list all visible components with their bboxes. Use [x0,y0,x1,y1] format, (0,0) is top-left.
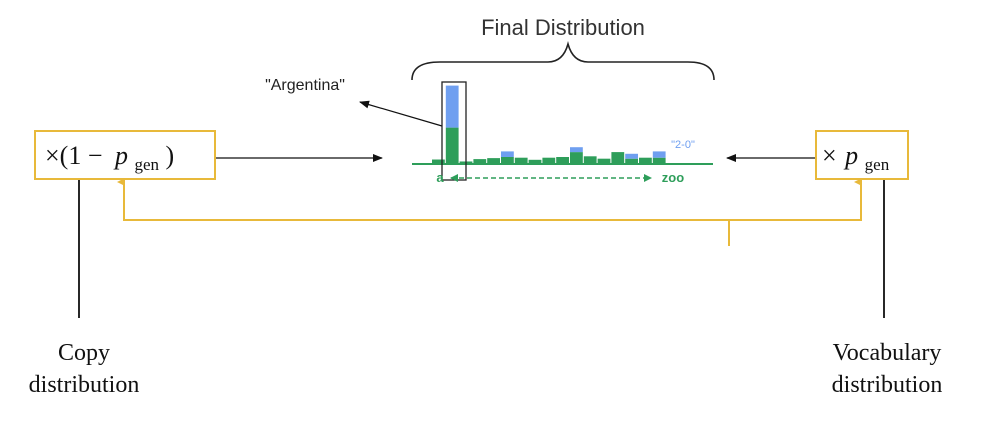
copy-prob-bar [625,158,638,164]
copy-weight-formula: ×(1 − p gen ) [45,141,174,176]
copy-weight-close: ) [166,141,175,170]
pgen-feedback-path [123,182,862,221]
copy-prob-bar [639,157,652,164]
copy-weight-p: p [113,141,128,170]
vocab-prob-bar [652,151,666,158]
copy-prob-bar [570,152,583,164]
title-brace [411,41,715,81]
score-label: "2-0" [671,139,695,151]
copy-prob-bar [501,157,514,164]
vocab-caption-line2: distribution [832,372,943,398]
copy-prob-bar [611,152,625,164]
final-distribution-chart [412,85,713,165]
axis-end-label: zoo [662,170,684,185]
copy-prob-bar [556,157,569,164]
copy-prob-bar [473,159,487,164]
axis-start-label: a [436,170,444,185]
copy-weight-prefix: ×(1 − [45,141,102,170]
vocab-weight-sub: gen [865,155,890,174]
copy-caption-line2: distribution [29,372,140,398]
vocab-prob-bar [570,147,583,153]
vocab-weight-prefix: × [822,141,837,170]
vocab-weight-p: p [843,141,858,170]
copy-prob-bar [432,159,445,164]
vocab-weight-box [815,130,909,180]
copy-prob-bar [652,157,666,164]
diagram-title: Final Distribution [481,15,645,40]
copy-prob-bar [445,127,459,164]
copy-weight-box [34,130,216,180]
vocab-caption-line1: Vocabulary [833,340,942,366]
vocab-prob-bar [501,151,514,157]
copy-weight-sub: gen [134,155,159,174]
vocab-prob-bar [445,85,459,128]
copy-prob-bar [583,156,597,164]
argentina-arrow [359,100,443,127]
copy-prob-bar [542,157,556,164]
copy-prob-bar [487,158,500,164]
copy-prob-bar [528,159,542,164]
copy-prob-bar [597,158,611,164]
argentina-label: "Argentina" [265,77,345,94]
vocab-prob-bar [625,153,638,159]
copy-prob-bar [514,157,528,164]
copy-caption-line1: Copy [58,340,110,366]
vocab-weight-formula: × p gen [822,141,890,174]
